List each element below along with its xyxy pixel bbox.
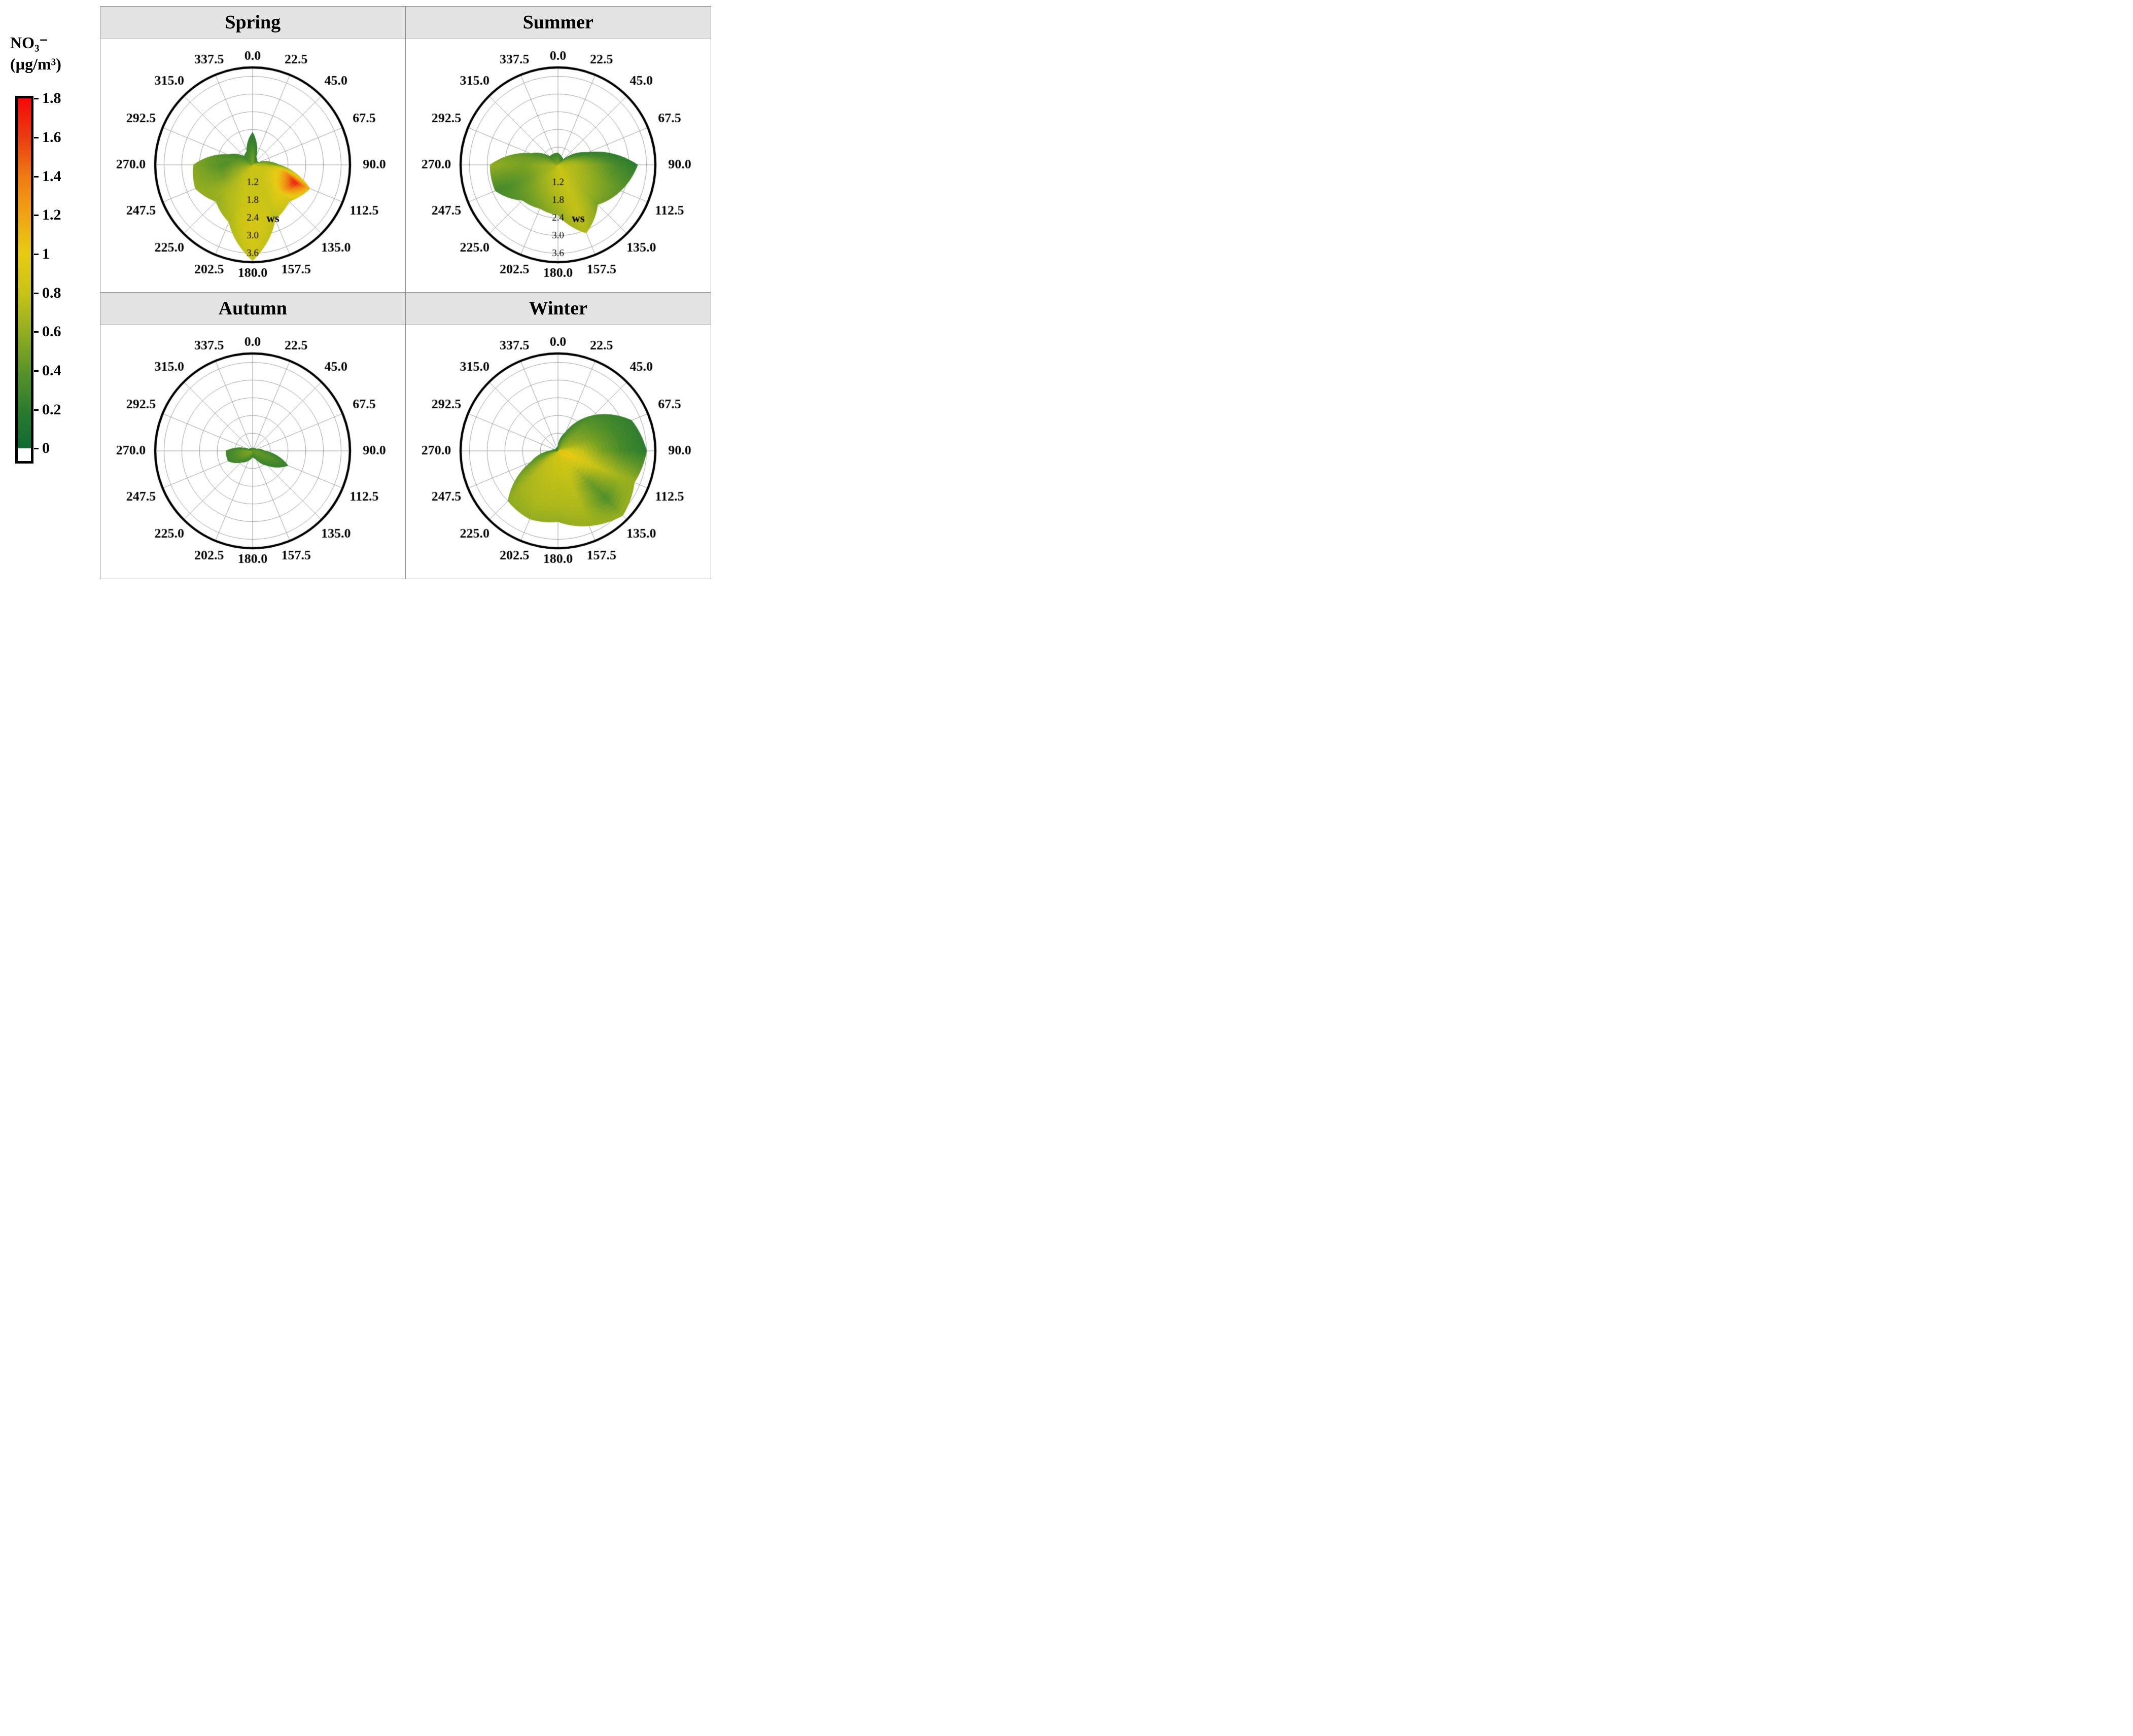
colorbar-gradient (18, 98, 31, 449)
panel-grid: Spring Summer Autumn Winter (100, 6, 711, 579)
colorbar-tick-label: 0.4 (42, 362, 61, 379)
colorbar-tick-label: 1.8 (42, 90, 61, 107)
colorbar-tick-label: 0.8 (42, 284, 61, 301)
colorbar-gradient-bar (15, 96, 33, 464)
colorbar-tick-label: 1.4 (42, 167, 61, 185)
seasonal-pollution-rose-figure: NO₃⁻ (µg/m³) 1.8 1.6 1.4 1.2 1 0.8 0.6 0.4 0.2 0 … (0, 0, 711, 579)
colorbar-tick-mark (34, 292, 39, 294)
colorbar-tick-label: 1.6 (42, 128, 61, 146)
colorbar-tick-mark (34, 331, 39, 333)
colorbar: 1.8 1.6 1.4 1.2 1 0.8 0.6 0.4 0.2 0 (15, 90, 96, 466)
panel-title-winter: Winter (405, 293, 711, 325)
colorbar-title: NO₃⁻ (µg/m³) (10, 32, 100, 75)
colorbar-below-zero-segment (18, 448, 31, 462)
colorbar-tick-label: 0.6 (42, 323, 61, 340)
colorbar-tick-label: 0.2 (42, 401, 61, 418)
colorbar-title-units: (µg/m³) (10, 54, 61, 73)
colorbar-tick-mark (34, 409, 39, 411)
colorbar-ticks: 1.8 1.6 1.4 1.2 1 0.8 0.6 0.4 0.2 0 (34, 90, 95, 456)
panel-summer: Summer (405, 7, 711, 293)
colorbar-tick-label: 1.2 (42, 206, 61, 224)
colorbar-tick-mark (34, 215, 39, 217)
panel-autumn: Autumn (100, 293, 406, 579)
colorbar-tick-mark (34, 253, 39, 255)
colorbar-panel: NO₃⁻ (µg/m³) 1.8 1.6 1.4 1.2 1 0.8 0.6 0.4 0.2 0 (0, 0, 100, 579)
panel-title-spring: Spring (100, 7, 405, 39)
panel-winter: Winter (405, 293, 711, 579)
colorbar-tick-mark (34, 448, 39, 450)
colorbar-tick-mark (34, 98, 39, 100)
panel-title-autumn: Autumn (100, 293, 405, 325)
spring-polar-plot (100, 39, 405, 292)
summer-polar-plot (406, 39, 711, 292)
autumn-polar-plot (100, 325, 405, 578)
panel-spring: Spring (100, 7, 406, 293)
colorbar-tick-mark (34, 370, 39, 372)
colorbar-tick-mark (34, 175, 39, 178)
colorbar-tick-label: 1 (42, 245, 50, 262)
colorbar-title-species: NO₃⁻ (10, 33, 48, 52)
colorbar-tick-label: 0 (42, 440, 50, 457)
winter-polar-plot (406, 325, 711, 578)
panel-title-summer: Summer (405, 7, 711, 39)
colorbar-tick-mark (34, 136, 39, 138)
